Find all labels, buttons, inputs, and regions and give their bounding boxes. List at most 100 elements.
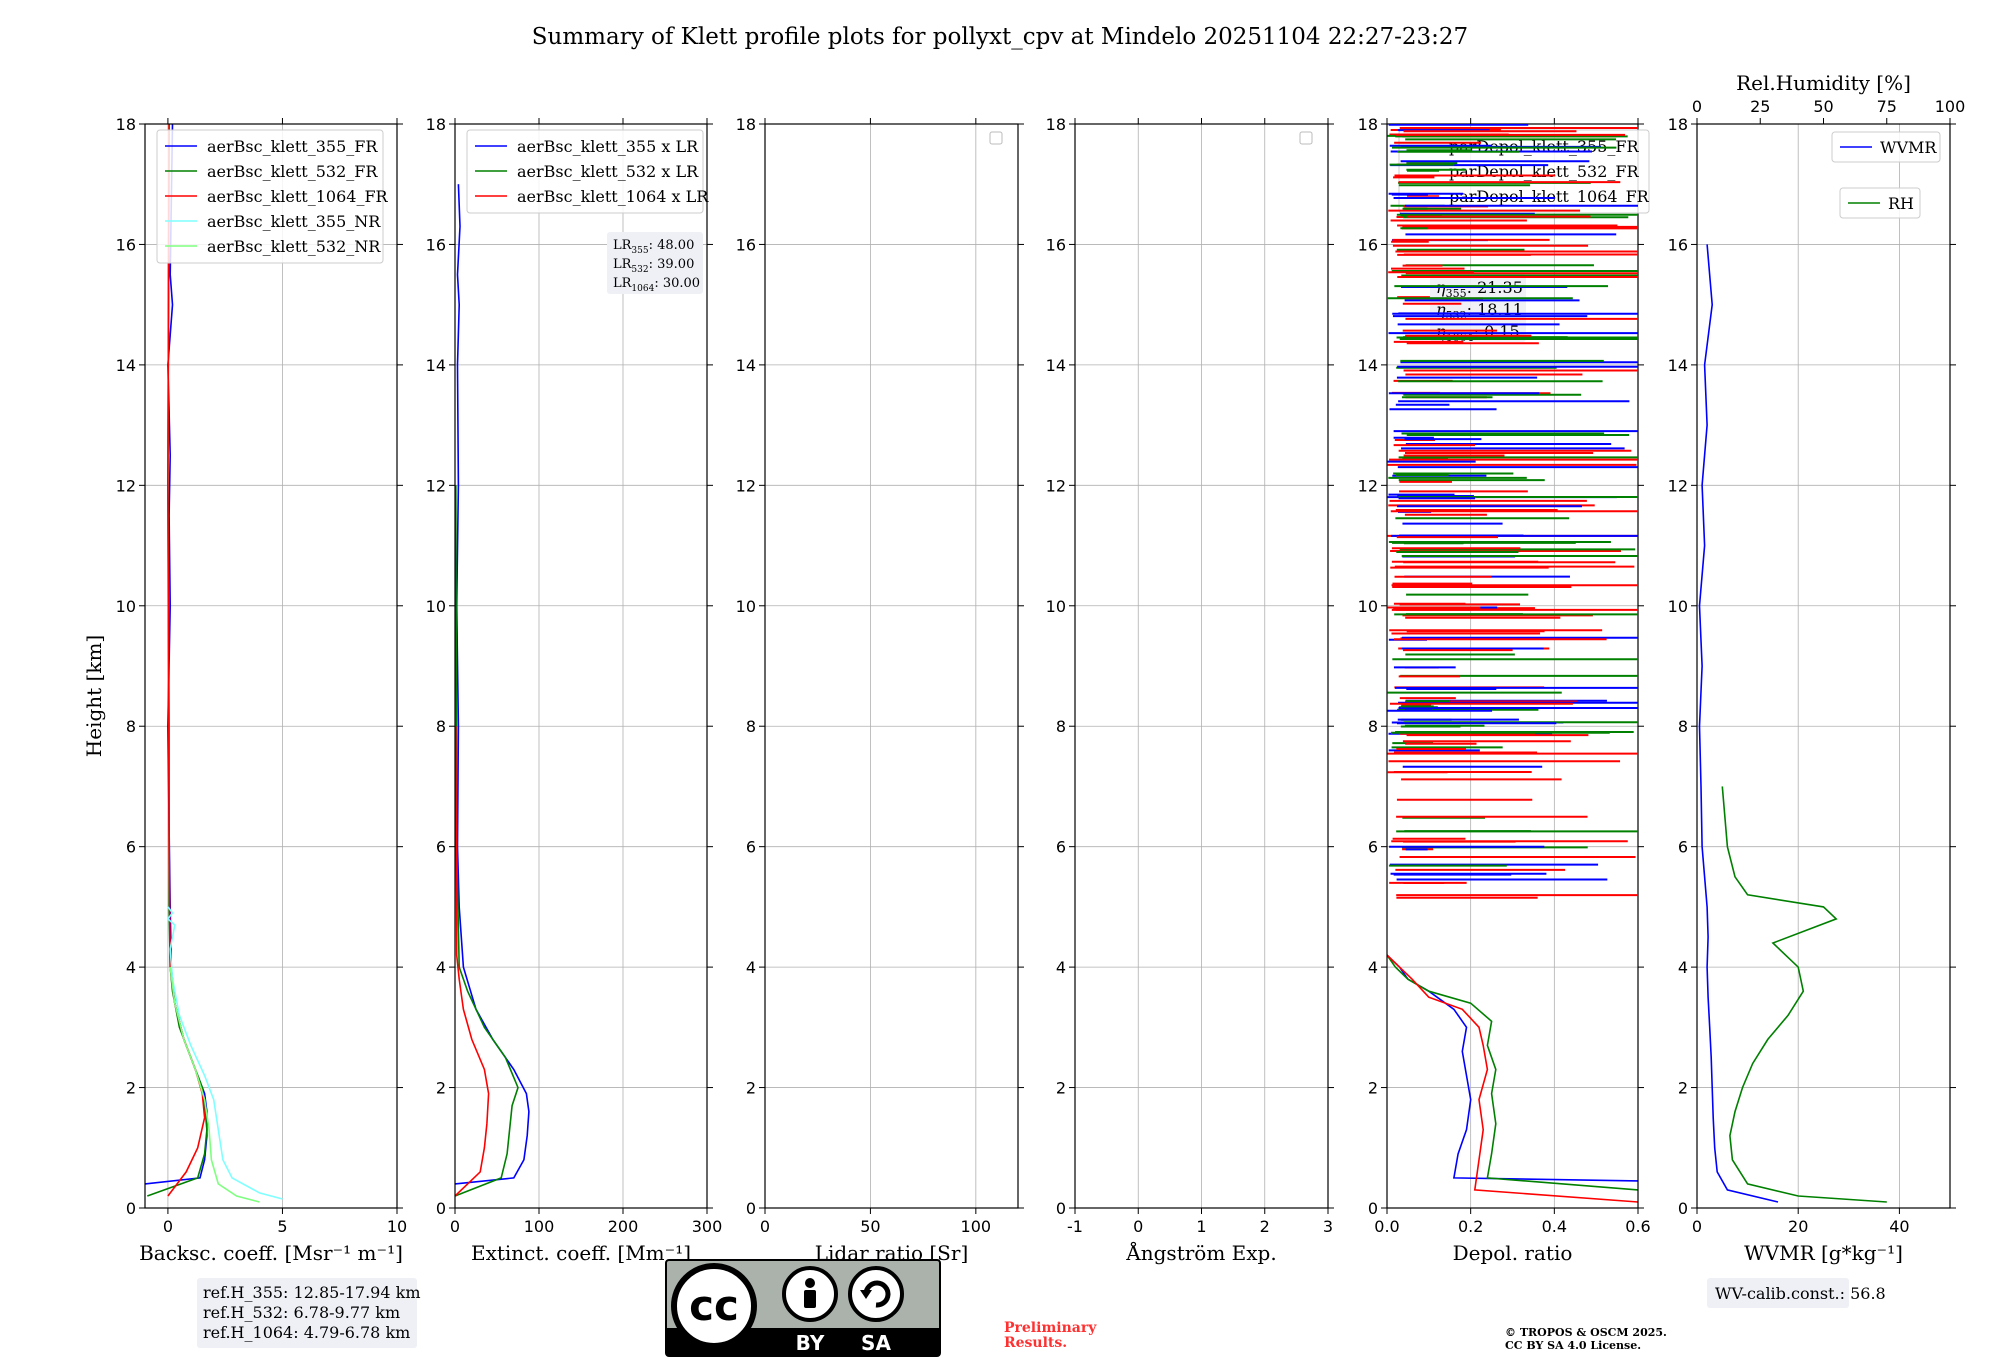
ytick-label-extinction-1: 2 bbox=[436, 1079, 446, 1098]
xtick-label-depol-0: 0.0 bbox=[1374, 1217, 1399, 1236]
panel-extinction: 0 100 200 300 0 2 4 6 8 10 12 14 16 18 Extinct. coeff.… bbox=[426, 115, 723, 1265]
series-extinction-2 bbox=[455, 726, 490, 1197]
series-group-wvmr_rh bbox=[1698, 244, 1887, 1203]
xtick-label-angstrom-1: 0 bbox=[1133, 1217, 1143, 1236]
lr-value-0: LR355: 48.00 bbox=[613, 238, 694, 256]
xlabel-angstrom: Ångström Exp. bbox=[1125, 1240, 1276, 1265]
cc-license-badge: cc BY SA bbox=[665, 1259, 941, 1357]
xlabel-wvmr_rh: WVMR [g*kg⁻¹] bbox=[1744, 1241, 1903, 1265]
series-backscatter-3 bbox=[166, 906, 283, 1200]
sa-arrowhead-icon bbox=[860, 1290, 872, 1299]
legend-label-backscatter-1: aerBsc_klett_532_FR bbox=[207, 162, 378, 181]
ytick-label-depol-7: 14 bbox=[1358, 356, 1378, 375]
ytick-label-wvmr_rh-9: 18 bbox=[1668, 115, 1688, 134]
legend-label-depol-2: parDepol_klett_1064_FR bbox=[1449, 187, 1650, 206]
ytick-label-depol-1: 2 bbox=[1368, 1079, 1378, 1098]
xtick-label-lidar_ratio-0: 0 bbox=[760, 1217, 770, 1236]
top-xlabel-wvmr_rh: Rel.Humidity [%] bbox=[1736, 71, 1911, 95]
ytick-label-extinction-6: 12 bbox=[426, 476, 446, 495]
ytick-label-lidar_ratio-8: 16 bbox=[736, 235, 756, 254]
lr-label-0: LR bbox=[613, 238, 633, 253]
legend-label-backscatter-3: aerBsc_klett_355_NR bbox=[207, 212, 381, 231]
sa-arrow-icon bbox=[863, 1280, 891, 1308]
xlabel-extinction: Extinct. coeff. [Mm⁻¹] bbox=[471, 1241, 691, 1265]
legend-label-backscatter-2: aerBsc_klett_1064_FR bbox=[207, 187, 389, 206]
axes-frame-wvmr_rh bbox=[1696, 123, 1951, 1209]
xlabel-backscatter: Backsc. coeff. [Msr⁻¹ m⁻¹] bbox=[139, 1241, 403, 1265]
xtick-label-backscatter-2: 10 bbox=[387, 1217, 407, 1236]
ytick-label-angstrom-9: 18 bbox=[1046, 115, 1066, 134]
ytick-label-extinction-9: 18 bbox=[426, 115, 446, 134]
ytick-label-extinction-2: 4 bbox=[436, 958, 446, 977]
ytick-label-backscatter-0: 0 bbox=[126, 1199, 136, 1218]
series-backscatter-0 bbox=[145, 124, 208, 1185]
ytick-label-lidar_ratio-6: 12 bbox=[736, 476, 756, 495]
ytick-label-angstrom-5: 10 bbox=[1046, 597, 1066, 616]
ytick-label-angstrom-7: 14 bbox=[1046, 356, 1066, 375]
legend-box-extinction bbox=[466, 129, 704, 214]
ytick-label-lidar_ratio-5: 10 bbox=[736, 597, 756, 616]
wv-calib-const: WV-calib.const.: 56.8 bbox=[1715, 1284, 1886, 1303]
ytick-label-depol-9: 18 bbox=[1358, 115, 1378, 134]
ytick-label-lidar_ratio-9: 18 bbox=[736, 115, 756, 134]
lr-box bbox=[607, 232, 703, 294]
ytick-label-backscatter-3: 6 bbox=[126, 838, 136, 857]
ytick-label-wvmr_rh-0: 0 bbox=[1678, 1199, 1688, 1218]
top-xtick-label-wvmr_rh-2: 50 bbox=[1813, 97, 1833, 116]
ytick-label-lidar_ratio-3: 6 bbox=[746, 838, 756, 857]
by-body-icon bbox=[804, 1290, 816, 1308]
ytick-label-depol-2: 4 bbox=[1368, 958, 1378, 977]
ytick-label-backscatter-1: 2 bbox=[126, 1079, 136, 1098]
ytick-label-backscatter-6: 12 bbox=[116, 476, 136, 495]
ytick-label-angstrom-2: 4 bbox=[1056, 958, 1066, 977]
preliminary-line-1: Preliminary bbox=[1004, 1320, 1097, 1336]
panel-backscatter: 0 5 10 0 2 4 6 8 10 12 14 16 18 Backsc. coeff. [Msr⁻¹… bbox=[116, 115, 408, 1265]
series-extinction-0 bbox=[455, 184, 530, 1185]
preliminary-line-2: Results. bbox=[1004, 1335, 1067, 1351]
xtick-label-backscatter-1: 5 bbox=[277, 1217, 287, 1236]
xtick-label-angstrom-2: 1 bbox=[1196, 1217, 1206, 1236]
series-depol-1 bbox=[1387, 954, 1638, 1191]
sa-share-icon bbox=[848, 1266, 904, 1322]
ytick-label-lidar_ratio-7: 14 bbox=[736, 356, 756, 375]
ytick-label-backscatter-5: 10 bbox=[116, 597, 136, 616]
ytick-label-angstrom-4: 8 bbox=[1056, 717, 1066, 736]
panel-wvmr_rh: 0 20 40 0 2 4 6 8 10 12 14 16 18 WVMR [g*kg⁻¹] 0 25 50 75… bbox=[1668, 71, 1966, 1265]
copyright-line-1: © TROPOS & OSCM 2025. bbox=[1505, 1326, 1667, 1339]
ytick-label-backscatter-8: 16 bbox=[116, 235, 136, 254]
ref-height-box bbox=[197, 1278, 417, 1348]
series-group-extinction bbox=[455, 184, 530, 1197]
lr-sub-2: 1064 bbox=[631, 284, 654, 294]
series-wvmr_rh-1 bbox=[1721, 786, 1887, 1203]
xtick-label-angstrom-3: 2 bbox=[1260, 1217, 1270, 1236]
ytick-label-lidar_ratio-4: 8 bbox=[746, 717, 756, 736]
ytick-label-wvmr_rh-7: 14 bbox=[1668, 356, 1688, 375]
ref-height-2: ref.H_1064: 4.79-6.78 km bbox=[203, 1323, 410, 1342]
ytick-label-wvmr_rh-8: 16 bbox=[1668, 235, 1688, 254]
ytick-label-wvmr_rh-5: 10 bbox=[1668, 597, 1688, 616]
ytick-label-angstrom-1: 2 bbox=[1056, 1079, 1066, 1098]
ytick-label-angstrom-8: 16 bbox=[1046, 235, 1066, 254]
sa-label: SA bbox=[861, 1331, 891, 1355]
xtick-label-depol-2: 0.4 bbox=[1542, 1217, 1567, 1236]
ytick-label-lidar_ratio-0: 0 bbox=[746, 1199, 756, 1218]
ytick-label-angstrom-6: 12 bbox=[1046, 476, 1066, 495]
legend-empty-angstrom bbox=[1299, 131, 1313, 145]
y-axis-label: Height [km] bbox=[82, 635, 106, 757]
ytick-label-extinction-7: 14 bbox=[426, 356, 446, 375]
series-backscatter-1 bbox=[147, 124, 208, 1197]
ytick-label-depol-4: 8 bbox=[1368, 717, 1378, 736]
wv-calib-box bbox=[1707, 1278, 1849, 1308]
ytick-label-depol-5: 10 bbox=[1358, 597, 1378, 616]
ytick-label-depol-3: 6 bbox=[1368, 838, 1378, 857]
xtick-label-angstrom-4: 3 bbox=[1323, 1217, 1333, 1236]
cc-logo-icon bbox=[671, 1263, 757, 1349]
top-xtick-label-wvmr_rh-1: 25 bbox=[1750, 97, 1770, 116]
ytick-label-backscatter-4: 8 bbox=[126, 717, 136, 736]
ytick-label-wvmr_rh-1: 2 bbox=[1678, 1079, 1688, 1098]
xtick-label-extinction-0: 0 bbox=[450, 1217, 460, 1236]
ytick-label-lidar_ratio-1: 2 bbox=[746, 1079, 756, 1098]
legend-label-extinction-2: aerBsc_klett_1064 x LR bbox=[517, 187, 709, 206]
